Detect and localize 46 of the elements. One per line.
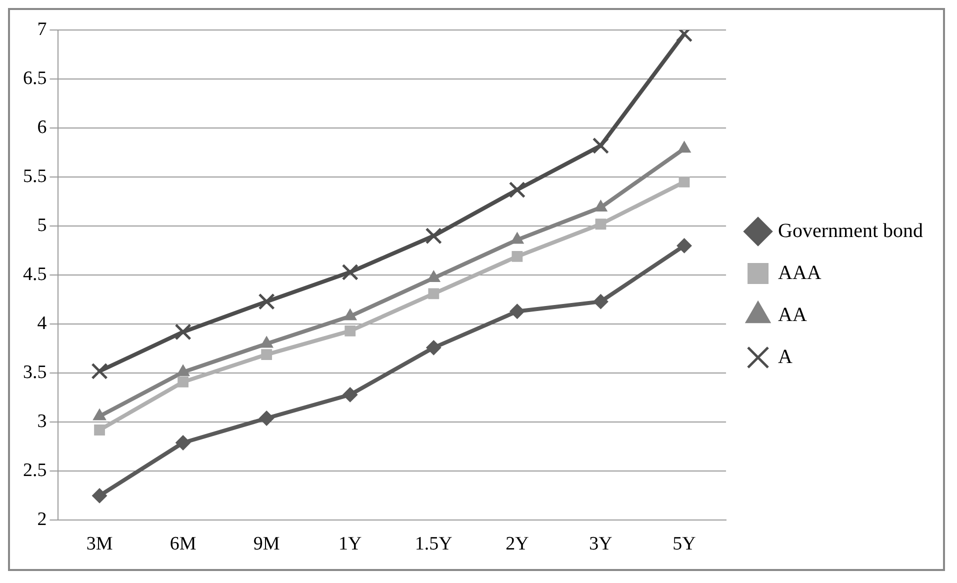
legend-label: AAA (778, 262, 822, 284)
y-tick-label: 6.5 (23, 68, 47, 90)
point (258, 293, 275, 310)
y-tick-label: 5.5 (23, 166, 47, 188)
legend-label: A (778, 346, 794, 368)
x-tick-label: 1.5Y (414, 534, 453, 555)
y-tick-label: 3.5 (23, 362, 47, 384)
y-tick-label: 7 (37, 18, 47, 40)
x-tick-label: 3Y (589, 534, 613, 555)
point (261, 349, 272, 360)
point (92, 488, 108, 504)
x-tick-label: 9M (253, 534, 280, 555)
x-tick-label: 5Y (672, 534, 696, 555)
point (676, 238, 692, 254)
x-tick-label: 3M (86, 534, 113, 555)
y-tick-label: 4.5 (23, 264, 47, 286)
point (342, 387, 358, 402)
point (508, 181, 526, 198)
point (176, 435, 191, 450)
y-tick-label: 5 (37, 215, 47, 236)
point (342, 264, 358, 280)
point (592, 137, 610, 154)
point (174, 324, 192, 340)
point (425, 228, 442, 244)
y-tick-label: 6 (37, 117, 47, 138)
point (595, 218, 606, 230)
point (428, 288, 440, 300)
x-tick-label: 2Y (506, 534, 530, 555)
point (94, 424, 105, 436)
y-tick-label: 2.5 (23, 460, 47, 482)
point (91, 362, 108, 380)
point (259, 410, 274, 426)
y-tick-label: 2 (37, 509, 47, 530)
legend-label: Government bond (778, 220, 924, 242)
x-tick-label: 6M (170, 534, 196, 555)
point (510, 304, 525, 319)
point (678, 176, 690, 188)
y-tick-label: 4 (37, 313, 48, 334)
point (178, 376, 188, 388)
point (593, 294, 608, 310)
point (344, 326, 356, 336)
y-tick-label: 3 (37, 411, 47, 432)
x-tick-label: 1Y (338, 534, 362, 555)
point (512, 251, 523, 262)
point (426, 340, 442, 356)
legend-label: AA (778, 304, 808, 326)
